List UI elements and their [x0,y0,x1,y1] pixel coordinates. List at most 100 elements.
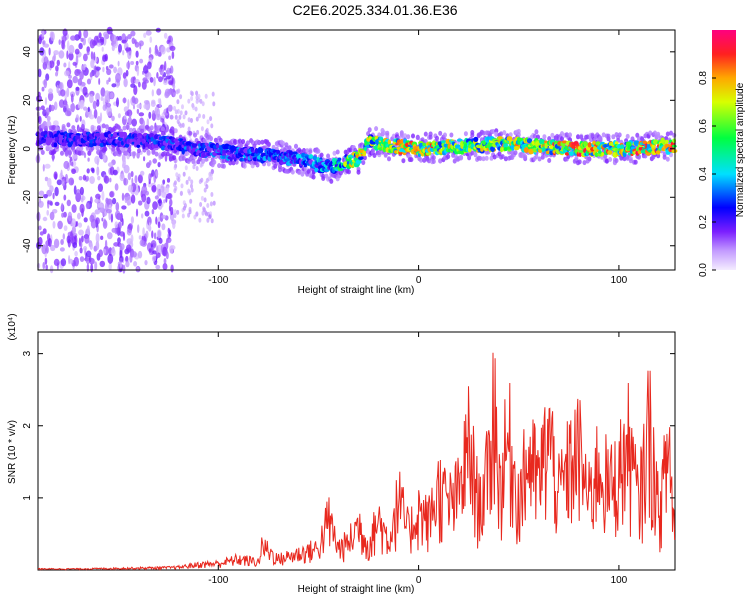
heatmap-noise-cell [111,83,117,88]
colorbar-tick-label: 0.4 [698,167,709,181]
heatmap-noise-cell [151,255,157,262]
heatmap-band-cell [656,133,661,139]
heatmap-noise-cell [79,71,84,80]
heatmap-noise-cell [94,261,98,271]
heatmap-band-cell [406,134,411,140]
heatmap-noise-cell [99,260,106,268]
chart-title: C2E6.2025.334.01.36.E36 [292,2,458,18]
heatmap-band-cell [278,167,282,173]
heatmap-noise-cell [210,123,214,129]
heatmap-band-cell [622,156,627,162]
heatmap-band-cell [534,129,539,135]
heatmap-band-cell [154,151,159,157]
heatmap-noise-cell [166,67,171,77]
heatmap-noise-cell [153,76,156,87]
heatmap-band-cell [619,144,625,149]
heatmap-noise-cell [74,250,78,257]
heatmap-noise-cell [204,211,208,217]
heatmap-noise-cell [95,217,100,225]
heatmap-noise-cell [119,261,122,269]
heatmap-band-cell [116,124,121,130]
heatmap-band-cell [446,154,451,160]
heatmap-noise-cell [107,253,114,264]
y-tick-label: 1 [22,495,33,501]
heatmap-noise-cell [73,185,77,195]
heatmap-band-cell [635,132,640,138]
heatmap-noise-cell [169,245,174,254]
heatmap-band-cell [208,148,212,153]
heatmap-band-cell [578,152,582,158]
heatmap-noise-cell [42,216,48,222]
heatmap-noise-cell [47,91,54,102]
heatmap-noise-cell [197,113,201,119]
heatmap-noise-cell [162,262,168,271]
heatmap-noise-cell [208,214,212,220]
heatmap-noise-cell [187,188,191,194]
heatmap-noise-cell [141,185,148,195]
heatmap-noise-cell [95,71,100,77]
heatmap-band-cell [642,140,647,144]
heatmap-noise-cell [60,258,67,267]
heatmap-noise-cell [71,226,76,235]
heatmap-band-cell [308,154,314,159]
heatmap-noise-cell [187,176,191,182]
heatmap-band-cell [174,142,181,146]
heatmap-band-cell [549,149,554,156]
heatmap-noise-cell [83,106,88,111]
heatmap-noise-cell [47,200,53,205]
heatmap-noise-cell [64,98,67,108]
heatmap-noise-cell [162,118,165,126]
heatmap-noise-cell [75,86,80,91]
heatmap-noise-cell [123,115,127,120]
heatmap-band-cell [117,149,122,155]
heatmap-noise-cell [78,30,82,40]
heatmap-band-cell [539,138,545,145]
heatmap-noise-cell [102,104,107,111]
heatmap-noise-cell [45,73,50,81]
heatmap-band-cell [61,124,66,129]
heatmap-noise-cell [60,202,64,211]
snr-series-line [37,352,676,571]
heatmap-noise-cell [80,197,84,203]
heatmap-noise-cell [195,90,199,96]
heatmap-band-cell [467,155,472,161]
heatmap-noise-cell [43,78,48,89]
heatmap-band-cell [503,147,508,152]
heatmap-noise-cell [130,234,134,243]
heatmap-noise-cell [94,198,100,204]
heatmap-band-cell [362,150,367,157]
heatmap-noise-cell [209,175,213,181]
heatmap-noise-cell [111,115,115,122]
heatmap-noise-cell [190,179,194,185]
heatmap-noise-cell [109,191,114,198]
heatmap-noise-cell [108,64,114,69]
heatmap-noise-cell [202,114,206,119]
heatmap-noise-cell [127,184,134,193]
heatmap-band-cell [391,133,396,139]
heatmap-noise-cell [144,260,148,266]
heatmap-band-cell [64,149,69,155]
heatmap-noise-cell [66,235,71,244]
heatmap-band-cell [500,146,504,153]
heatmap-band-cell [316,148,321,154]
heatmap-band-cell [281,141,286,146]
heatmap-band-cell [473,136,479,142]
heatmap-noise-cell [60,89,66,97]
heatmap-noise-cell [70,103,74,110]
heatmap-noise-cell [130,76,136,85]
heatmap-band-cell [122,125,127,131]
heatmap-band-cell [145,141,149,147]
heatmap-band-cell [326,153,331,159]
heatmap-noise-cell [43,56,49,65]
heatmap-band-cell [154,126,159,132]
heatmap-noise-cell [144,64,148,71]
heatmap-noise-cell [89,93,94,104]
heatmap-band-cell [146,150,151,156]
heatmap-noise-cell [170,264,174,273]
heatmap-noise-cell [182,171,186,177]
heatmap-noise-cell [176,108,180,114]
heatmap-noise-cell [181,104,184,110]
heatmap-noise-cell [157,98,161,104]
heatmap-noise-cell [55,65,59,72]
heatmap-noise-cell [86,78,92,85]
